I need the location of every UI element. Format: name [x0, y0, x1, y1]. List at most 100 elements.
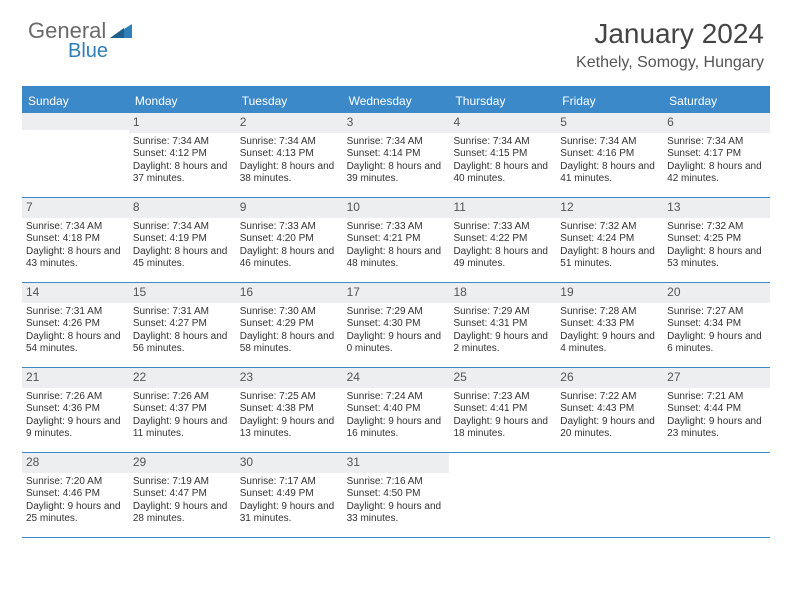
day-number: 5: [560, 115, 567, 129]
sunset-text: Sunset: 4:19 PM: [133, 233, 232, 246]
daylight-text: Daylight: 9 hours and 23 minutes.: [667, 416, 766, 441]
calendar-cell: 12Sunrise: 7:32 AMSunset: 4:24 PMDayligh…: [556, 198, 663, 282]
sunrise-text: Sunrise: 7:26 AM: [26, 391, 125, 404]
day-header: Thursday: [449, 89, 556, 113]
day-number: 14: [26, 285, 39, 299]
calendar-cell: 2Sunrise: 7:34 AMSunset: 4:13 PMDaylight…: [236, 113, 343, 197]
calendar-cell: 30Sunrise: 7:17 AMSunset: 4:49 PMDayligh…: [236, 453, 343, 537]
sunrise-text: Sunrise: 7:33 AM: [453, 221, 552, 234]
day-number: 19: [560, 285, 573, 299]
sunrise-text: Sunrise: 7:32 AM: [667, 221, 766, 234]
day-number: 4: [453, 115, 460, 129]
sunset-text: Sunset: 4:44 PM: [667, 403, 766, 416]
sunrise-text: Sunrise: 7:29 AM: [453, 306, 552, 319]
sunset-text: Sunset: 4:30 PM: [347, 318, 446, 331]
calendar-cell: [22, 113, 129, 197]
month-title: January 2024: [576, 18, 764, 50]
sunrise-text: Sunrise: 7:34 AM: [453, 136, 552, 149]
sunrise-text: Sunrise: 7:17 AM: [240, 476, 339, 489]
sunset-text: Sunset: 4:33 PM: [560, 318, 659, 331]
daylight-text: Daylight: 9 hours and 28 minutes.: [133, 501, 232, 526]
calendar-cell: 24Sunrise: 7:24 AMSunset: 4:40 PMDayligh…: [343, 368, 450, 452]
daylight-text: Daylight: 8 hours and 49 minutes.: [453, 246, 552, 271]
day-number: 18: [453, 285, 466, 299]
daylight-text: Daylight: 9 hours and 33 minutes.: [347, 501, 446, 526]
daylight-text: Daylight: 9 hours and 16 minutes.: [347, 416, 446, 441]
logo-triangle-icon: [110, 20, 132, 43]
sunset-text: Sunset: 4:41 PM: [453, 403, 552, 416]
day-number: 23: [240, 370, 253, 384]
calendar-cell: 16Sunrise: 7:30 AMSunset: 4:29 PMDayligh…: [236, 283, 343, 367]
sunrise-text: Sunrise: 7:26 AM: [133, 391, 232, 404]
sunset-text: Sunset: 4:47 PM: [133, 488, 232, 501]
sunset-text: Sunset: 4:13 PM: [240, 148, 339, 161]
calendar-cell: 1Sunrise: 7:34 AMSunset: 4:12 PMDaylight…: [129, 113, 236, 197]
calendar-cell: 11Sunrise: 7:33 AMSunset: 4:22 PMDayligh…: [449, 198, 556, 282]
day-number: 11: [453, 200, 465, 214]
sunrise-text: Sunrise: 7:19 AM: [133, 476, 232, 489]
sunset-text: Sunset: 4:49 PM: [240, 488, 339, 501]
logo-text-blue: Blue: [68, 40, 108, 63]
daylight-text: Daylight: 8 hours and 46 minutes.: [240, 246, 339, 271]
daylight-text: Daylight: 9 hours and 4 minutes.: [560, 331, 659, 356]
sunset-text: Sunset: 4:27 PM: [133, 318, 232, 331]
sunset-text: Sunset: 4:29 PM: [240, 318, 339, 331]
sunset-text: Sunset: 4:38 PM: [240, 403, 339, 416]
daylight-text: Daylight: 9 hours and 9 minutes.: [26, 416, 125, 441]
day-header: Monday: [129, 89, 236, 113]
daylight-text: Daylight: 8 hours and 38 minutes.: [240, 161, 339, 186]
day-number: 29: [133, 455, 146, 469]
daylight-text: Daylight: 8 hours and 45 minutes.: [133, 246, 232, 271]
day-number: 17: [347, 285, 360, 299]
day-number: 9: [240, 200, 247, 214]
sunset-text: Sunset: 4:26 PM: [26, 318, 125, 331]
calendar-cell: 25Sunrise: 7:23 AMSunset: 4:41 PMDayligh…: [449, 368, 556, 452]
calendar-cell: 27 Sunrise: 7:21 AMSunset: 4:44 PMDayligh…: [663, 368, 770, 452]
daylight-text: Daylight: 8 hours and 42 minutes.: [667, 161, 766, 186]
week-row: 1Sunrise: 7:34 AMSunset: 4:12 PMDaylight…: [22, 113, 770, 198]
daylight-text: Daylight: 8 hours and 43 minutes.: [26, 246, 125, 271]
calendar-cell: 9Sunrise: 7:33 AMSunset: 4:20 PMDaylight…: [236, 198, 343, 282]
sunrise-text: Sunrise: 7:23 AM: [453, 391, 552, 404]
calendar-cell: 14Sunrise: 7:31 AMSunset: 4:26 PMDayligh…: [22, 283, 129, 367]
calendar-cell: 29 Sunrise: 7:19 AMSunset: 4:47 PMDayligh…: [129, 453, 236, 537]
day-number: 25: [453, 370, 466, 384]
week-row: 7Sunrise: 7:34 AMSunset: 4:18 PMDaylight…: [22, 198, 770, 283]
calendar-cell: [449, 453, 556, 537]
daylight-text: Daylight: 9 hours and 31 minutes.: [240, 501, 339, 526]
daylight-text: Daylight: 8 hours and 48 minutes.: [347, 246, 446, 271]
daylight-text: Daylight: 9 hours and 2 minutes.: [453, 331, 552, 356]
daylight-text: Daylight: 8 hours and 51 minutes.: [560, 246, 659, 271]
day-number: 27: [667, 370, 680, 384]
day-number: 28: [26, 455, 39, 469]
day-number: 22: [133, 370, 146, 384]
day-header: Tuesday: [236, 89, 343, 113]
week-row: 14Sunrise: 7:31 AMSunset: 4:26 PMDayligh…: [22, 283, 770, 368]
calendar-cell: 7Sunrise: 7:34 AMSunset: 4:18 PMDaylight…: [22, 198, 129, 282]
sunrise-text: Sunrise: 7:27 AM: [667, 306, 766, 319]
calendar-cell: 5Sunrise: 7:34 AMSunset: 4:16 PMDaylight…: [556, 113, 663, 197]
sunset-text: Sunset: 4:25 PM: [667, 233, 766, 246]
page-header: General Blue January 2024 Kethely, Somog…: [0, 0, 792, 78]
sunrise-text: Sunrise: 7:25 AM: [240, 391, 339, 404]
sunset-text: Sunset: 4:20 PM: [240, 233, 339, 246]
calendar-cell: 28Sunrise: 7:20 AMSunset: 4:46 PMDayligh…: [22, 453, 129, 537]
day-number: 10: [347, 200, 360, 214]
day-header: Friday: [556, 89, 663, 113]
calendar-cell: 6Sunrise: 7:34 AMSunset: 4:17 PMDaylight…: [663, 113, 770, 197]
daylight-text: Daylight: 8 hours and 37 minutes.: [133, 161, 232, 186]
sunset-text: Sunset: 4:50 PM: [347, 488, 446, 501]
day-header: Saturday: [663, 89, 770, 113]
calendar-cell: 15Sunrise: 7:31 AMSunset: 4:27 PMDayligh…: [129, 283, 236, 367]
week-row: 21Sunrise: 7:26 AMSunset: 4:36 PMDayligh…: [22, 368, 770, 453]
sunset-text: Sunset: 4:24 PM: [560, 233, 659, 246]
calendar-grid: Sunday Monday Tuesday Wednesday Thursday…: [22, 86, 770, 538]
day-number: 1: [133, 115, 140, 129]
day-header: Sunday: [22, 89, 129, 113]
sunrise-text: Sunrise: 7:21 AM: [667, 391, 766, 404]
day-number: 21: [26, 370, 39, 384]
sunrise-text: Sunrise: 7:22 AM: [560, 391, 659, 404]
daylight-text: Daylight: 9 hours and 0 minutes.: [347, 331, 446, 356]
day-number: 3: [347, 115, 354, 129]
calendar-cell: 17Sunrise: 7:29 AMSunset: 4:30 PMDayligh…: [343, 283, 450, 367]
